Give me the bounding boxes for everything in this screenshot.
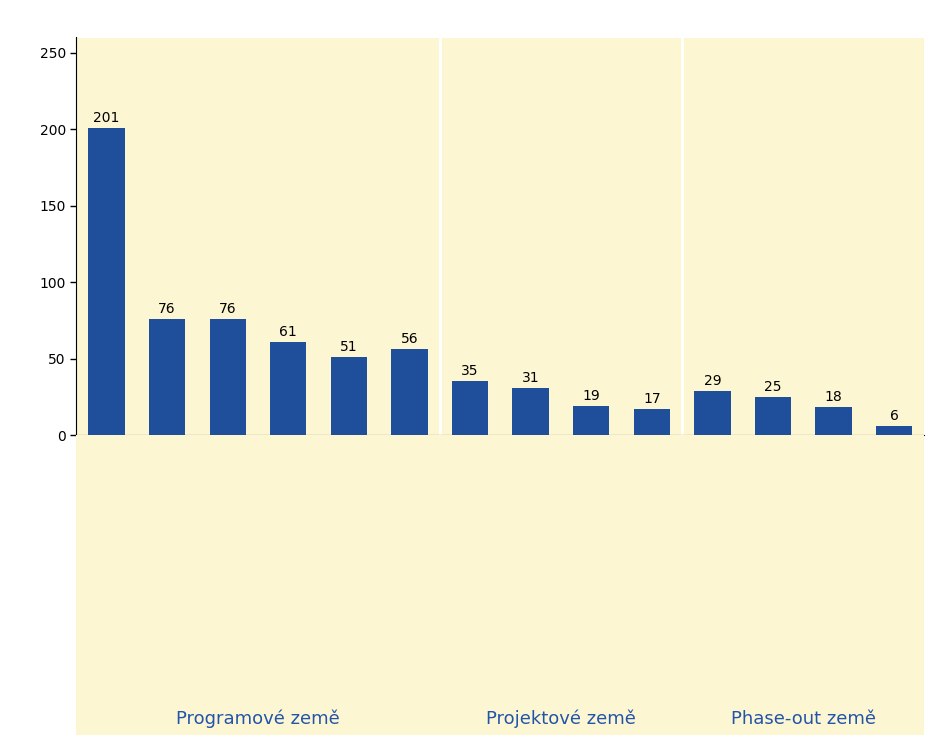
Bar — [682, 38, 923, 435]
Text: 25: 25 — [764, 380, 781, 394]
Bar — [330, 357, 367, 435]
Text: 31: 31 — [522, 370, 539, 385]
Text: 76: 76 — [158, 302, 176, 316]
Text: 18: 18 — [823, 391, 842, 404]
Text: 17: 17 — [643, 392, 660, 406]
Bar — [149, 319, 185, 435]
Text: 35: 35 — [461, 364, 478, 379]
Text: Projektové země: Projektové země — [486, 709, 635, 728]
Text: 56: 56 — [400, 332, 418, 346]
Bar — [76, 38, 439, 435]
Bar — [815, 407, 851, 435]
Bar — [875, 426, 911, 435]
Text: 29: 29 — [703, 374, 721, 388]
Text: Programové země: Programové země — [176, 709, 340, 728]
Bar — [693, 391, 730, 435]
Bar — [89, 128, 125, 435]
Text: Phase-out země: Phase-out země — [730, 710, 875, 728]
Bar — [754, 397, 790, 435]
Bar — [633, 409, 669, 435]
Text: 76: 76 — [219, 302, 236, 316]
Bar — [512, 388, 548, 435]
Bar — [209, 319, 246, 435]
Bar — [439, 38, 682, 435]
Bar — [572, 406, 608, 435]
Text: 61: 61 — [279, 325, 297, 339]
Text: 19: 19 — [582, 389, 600, 403]
Text: 6: 6 — [889, 409, 898, 423]
Bar — [451, 382, 487, 435]
Bar — [391, 350, 427, 435]
Bar — [269, 342, 307, 435]
Text: 201: 201 — [93, 111, 120, 125]
Text: 51: 51 — [340, 340, 357, 354]
